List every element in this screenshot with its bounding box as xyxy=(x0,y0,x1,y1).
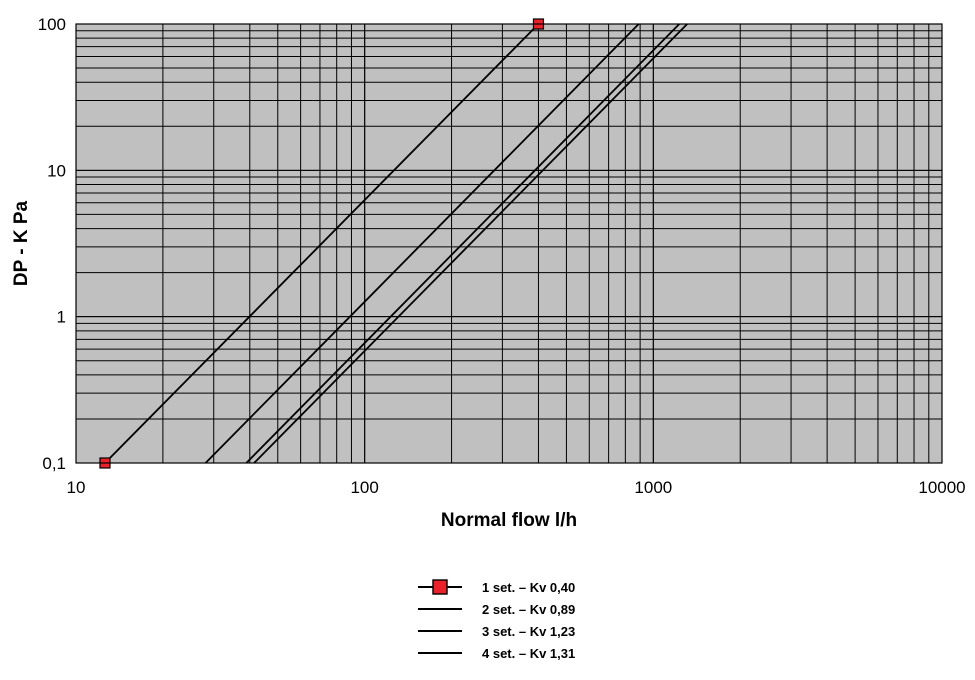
y-tick-labels: 0,1 1 10 100 xyxy=(38,15,66,473)
x-tick-label: 10000 xyxy=(918,478,965,497)
grid xyxy=(76,23,943,463)
legend-label-4: 4 set. – Kv 1,31 xyxy=(482,646,575,661)
series-line-4 xyxy=(253,23,688,464)
series-line-2 xyxy=(204,23,640,464)
legend-label-3: 3 set. – Kv 1,23 xyxy=(482,624,575,639)
x-axis-title: Normal flow l/h xyxy=(441,510,577,531)
x-tick-label: 10 xyxy=(67,478,86,497)
legend: 1 set. – Kv 0,40 2 set. – Kv 0,89 3 set. –… xyxy=(418,579,575,661)
x-tick-label: 1000 xyxy=(634,478,672,497)
y-tick-label: 0,1 xyxy=(42,454,66,473)
y-tick-label: 10 xyxy=(47,161,66,180)
series-line-3 xyxy=(245,23,680,464)
y-tick-label: 1 xyxy=(57,308,66,327)
plot-area xyxy=(76,24,942,463)
x-tick-label: 100 xyxy=(350,478,378,497)
series-line-1 xyxy=(104,23,540,464)
legend-label-2: 2 set. – Kv 0,89 xyxy=(482,602,575,617)
series-lines xyxy=(99,18,688,469)
legend-marker-1 xyxy=(432,579,448,595)
plot-frame xyxy=(75,23,943,464)
y-tick-label: 100 xyxy=(38,15,66,34)
y-axis-title: DP - K Pa xyxy=(11,200,32,286)
legend-label-1: 1 set. – Kv 0,40 xyxy=(482,580,575,595)
x-tick-labels: 10 100 1000 10000 xyxy=(67,478,966,497)
